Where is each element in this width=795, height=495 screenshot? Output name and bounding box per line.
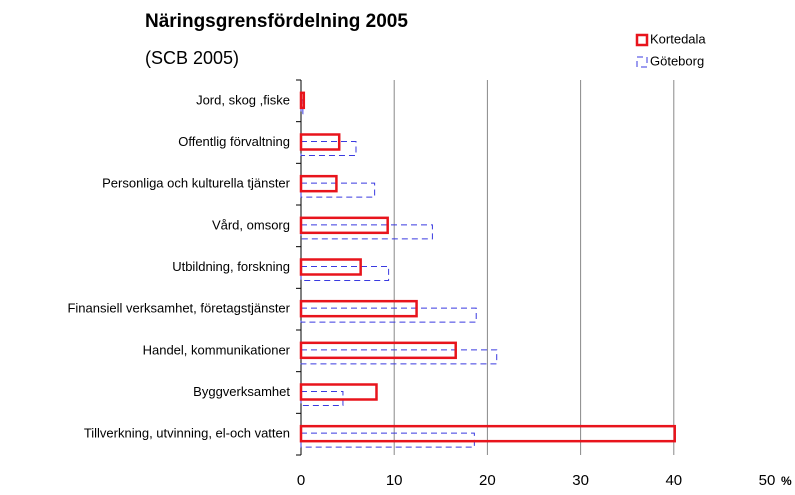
- bar: [299, 174, 338, 193]
- x-tick-label: 10: [386, 472, 403, 489]
- bar: [300, 182, 376, 198]
- y-tick-label: Finansiell verksamhet, företagstjänster: [67, 301, 290, 316]
- chart-title: Näringsgrensfördelning 2005: [145, 11, 408, 32]
- x-tick-label: 20: [479, 472, 496, 489]
- legend-swatch: [635, 33, 649, 47]
- legend-label: Kortedala: [650, 31, 706, 46]
- bar: [299, 299, 418, 318]
- x-axis-label: %: [781, 474, 792, 488]
- y-tick-label: Jord, skog ,fiske: [196, 92, 290, 107]
- y-tick-label: Personliga och kulturella tjänster: [102, 176, 291, 191]
- bar: [300, 266, 390, 281]
- bar: [299, 424, 676, 443]
- bar: [299, 133, 341, 151]
- x-tick-label: 40: [665, 472, 682, 489]
- x-tick-label: 0: [297, 472, 305, 489]
- x-tick-label: 30: [572, 472, 589, 489]
- bar: [299, 216, 389, 235]
- chart-subtitle: (SCB 2005): [145, 48, 239, 68]
- legend-swatch: [636, 56, 648, 68]
- y-tick-label: Byggverksamhet: [193, 384, 290, 399]
- bar: [299, 258, 362, 276]
- y-tick-label: Tillverkning, utvinning, el-och vatten: [84, 426, 290, 441]
- y-tick-label: Utbildning, forskning: [172, 259, 290, 274]
- bar: [299, 383, 378, 401]
- y-tick-label: Handel, kommunikationer: [143, 342, 291, 357]
- legend-label: Göteborg: [650, 53, 704, 68]
- bar: [299, 91, 306, 110]
- y-tick-label: Vård, omsorg: [212, 217, 290, 232]
- x-tick-label: 50: [759, 472, 776, 489]
- bar: [299, 341, 457, 360]
- y-tick-label: Offentlig förvaltning: [178, 134, 290, 149]
